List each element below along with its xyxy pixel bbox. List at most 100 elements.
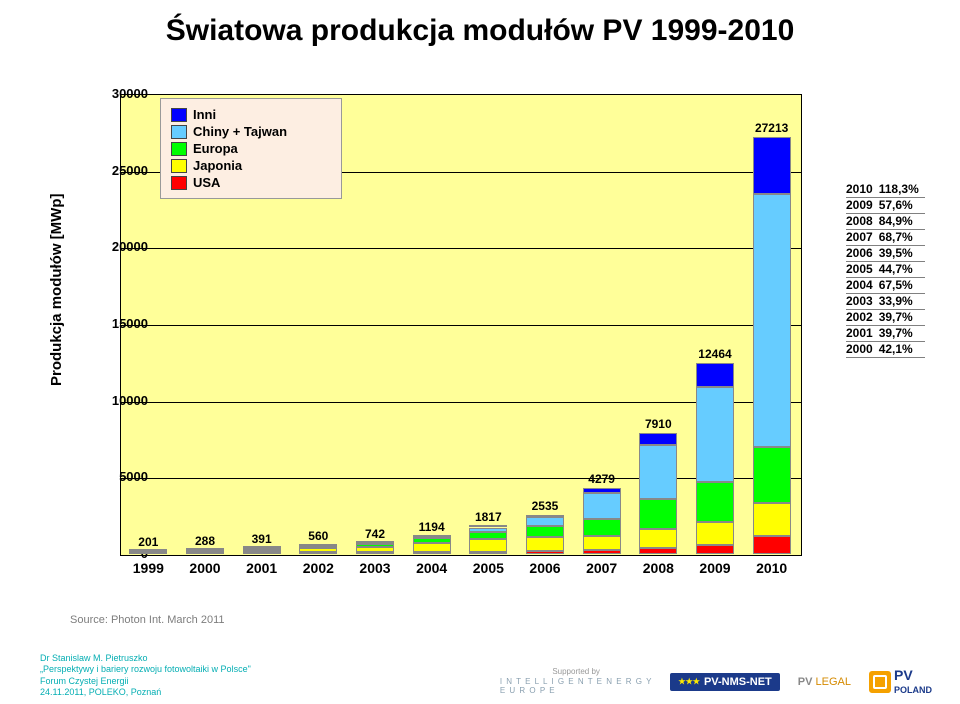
seg-japonia: [356, 547, 394, 553]
x-tick-label: 2009: [687, 560, 743, 576]
legend-label: USA: [193, 175, 220, 190]
seg-europa: [356, 544, 394, 547]
seg-inni: [299, 544, 337, 546]
footer-logos: Supported by I N T E L L I G E N T E N E…: [500, 667, 932, 696]
legend-item: Europa: [171, 141, 331, 156]
bar-total-label: 2535: [532, 499, 559, 513]
seg-chiny-+-tajwan: [583, 493, 621, 519]
seg-chiny-+-tajwan: [639, 445, 677, 499]
seg-inni: [356, 541, 394, 543]
x-tick-label: 2002: [290, 560, 346, 576]
x-tick-label: 2004: [404, 560, 460, 576]
seg-usa: [583, 550, 621, 554]
growth-row: 200467,5%: [846, 278, 925, 294]
seg-europa: [696, 482, 734, 522]
growth-row: 200957,6%: [846, 198, 925, 214]
legend-label: Europa: [193, 141, 238, 156]
footer-left: Dr Stanislaw M. Pietruszko „Perspektywy …: [40, 653, 251, 698]
seg-usa: [526, 551, 564, 554]
growth-row: 200042,1%: [846, 342, 925, 358]
bar-total-label: 27213: [755, 121, 788, 135]
y-axis-label: Produkcja modułów [MWp]: [48, 194, 65, 387]
seg-chiny-+-tajwan: [753, 194, 791, 447]
seg-japonia: [753, 503, 791, 537]
seg-inni: [753, 137, 791, 195]
bar-total-label: 391: [252, 532, 272, 546]
seg-inni: [526, 515, 564, 517]
legend-label: Inni: [193, 107, 216, 122]
legend-swatch: [171, 108, 187, 122]
seg-chiny-+-tajwan: [469, 528, 507, 532]
x-tick-label: 2010: [744, 560, 800, 576]
source-text: Source: Photon Int. March 2011: [70, 614, 225, 626]
bar-total-label: 1194: [419, 520, 445, 534]
seg-inni: [639, 433, 677, 445]
bar-total-label: 7910: [645, 417, 672, 431]
legend-item: Inni: [171, 107, 331, 122]
growth-row: 200884,9%: [846, 214, 925, 230]
seg-japonia: [526, 537, 564, 551]
seg-japonia: [243, 550, 281, 553]
seg-usa: [413, 552, 451, 554]
seg-inni: [129, 549, 167, 551]
legend-item: Chiny + Tajwan: [171, 124, 331, 139]
seg-chiny-+-tajwan: [696, 387, 734, 482]
bar-total-label: 201: [138, 535, 158, 549]
legend-swatch: [171, 125, 187, 139]
seg-inni: [583, 488, 621, 492]
page-title: Światowa produkcja modułów PV 1999-2010: [0, 14, 960, 48]
seg-japonia: [696, 522, 734, 545]
seg-europa: [469, 532, 507, 539]
x-tick-label: 1999: [120, 560, 176, 576]
pvnms-logo: ★★★PV-NMS-NET: [670, 673, 779, 691]
growth-row: 200544,7%: [846, 262, 925, 278]
seg-chiny-+-tajwan: [526, 517, 564, 526]
growth-row: 200239,7%: [846, 310, 925, 326]
seg-europa: [413, 538, 451, 543]
bar-total-label: 1817: [475, 510, 502, 524]
seg-japonia: [469, 539, 507, 552]
seg-usa: [469, 552, 507, 554]
bar-total-label: 12464: [698, 347, 731, 361]
seg-europa: [583, 519, 621, 536]
legend-item: Japonia: [171, 158, 331, 173]
growth-row: 200139,7%: [846, 326, 925, 342]
seg-inni: [186, 548, 224, 550]
legend-swatch: [171, 142, 187, 156]
growth-table: 2010118,3%200957,6%200884,9%200768,7%200…: [846, 182, 925, 358]
legend-swatch: [171, 159, 187, 173]
seg-japonia: [299, 548, 337, 552]
iee-logo: Supported by I N T E L L I G E N T E N E…: [500, 667, 653, 696]
growth-row: 200768,7%: [846, 230, 925, 246]
x-tick-label: 2001: [234, 560, 290, 576]
legend: Inni Chiny + Tajwan Europa Japonia USA: [160, 98, 342, 199]
x-tick-label: 2006: [517, 560, 573, 576]
seg-japonia: [413, 543, 451, 552]
seg-japonia: [639, 529, 677, 548]
x-tick-label: 2008: [630, 560, 686, 576]
bar-total-label: 288: [195, 534, 215, 548]
x-tick-label: 2005: [460, 560, 516, 576]
seg-japonia: [186, 551, 224, 553]
growth-row: 2010118,3%: [846, 182, 925, 198]
legend-label: Chiny + Tajwan: [193, 124, 287, 139]
pvlegal-logo: PV LEGAL: [798, 676, 851, 688]
seg-usa: [639, 548, 677, 554]
pvpoland-logo: PVPOLAND: [869, 669, 932, 694]
x-tick-label: 2000: [177, 560, 233, 576]
bar-total-label: 560: [308, 529, 328, 543]
growth-row: 200639,5%: [846, 246, 925, 262]
seg-inni: [413, 535, 451, 537]
bar-total-label: 742: [365, 527, 385, 541]
x-tick-label: 2003: [347, 560, 403, 576]
legend-label: Japonia: [193, 158, 242, 173]
seg-europa: [753, 447, 791, 502]
seg-inni: [243, 546, 281, 548]
seg-usa: [696, 545, 734, 554]
x-tick-label: 2007: [574, 560, 630, 576]
seg-usa: [753, 536, 791, 554]
seg-japonia: [583, 536, 621, 550]
growth-row: 200333,9%: [846, 294, 925, 310]
seg-usa: [299, 552, 337, 554]
seg-europa: [526, 526, 564, 536]
